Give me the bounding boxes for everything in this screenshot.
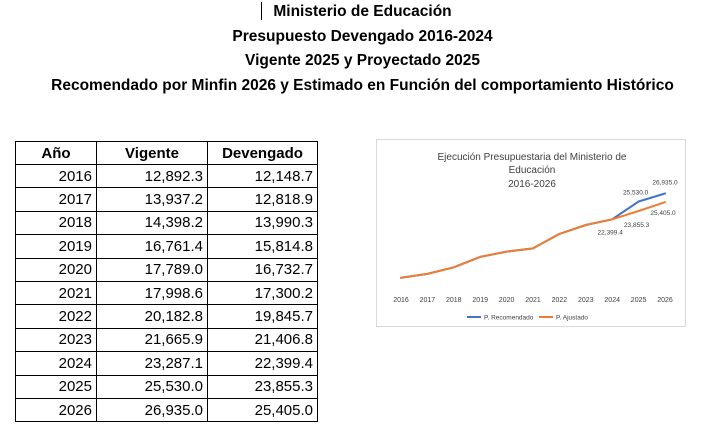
table-row: 2025 25,530.0 23,855.3	[15, 374, 318, 399]
table-header-row: Año Vigente Devengado	[15, 141, 318, 165]
chart-title-line: Educación	[509, 165, 556, 176]
cell-year: 2017	[15, 187, 97, 212]
x-tick-label: 2018	[446, 297, 462, 304]
cell-vigente: 23,287.1	[96, 351, 208, 376]
x-tick-label: 2022	[552, 297, 568, 304]
data-label: 22,399.4	[598, 229, 624, 236]
series-line-ajustado	[400, 201, 666, 279]
table-row: 2017 13,937.2 12,818.9	[15, 187, 318, 212]
cell-year: 2023	[15, 327, 97, 353]
table-row: 2016 12,892.3 12,148.7	[15, 163, 318, 189]
cell-vigente: 17,998.6	[96, 280, 208, 306]
cell-year: 2018	[15, 210, 97, 236]
column-header-vigente: Vigente	[96, 141, 208, 165]
chart-title-line: 2016-2026	[508, 179, 556, 190]
budget-line-chart: Ejecución Presupuestaria del Ministerio …	[393, 152, 678, 322]
x-tick-label: 2025	[631, 297, 647, 304]
x-tick-label: 2020	[499, 297, 515, 304]
cell-vigente: 26,935.0	[96, 397, 208, 423]
cell-vigente: 14,398.2	[96, 210, 208, 236]
cell-devengado: 15,814.8	[207, 234, 318, 259]
legend-label: P. Ajustado	[556, 315, 588, 322]
x-tick-label: 2017	[420, 297, 436, 304]
x-tick-label: 2016	[393, 297, 409, 304]
cell-devengado: 21,406.8	[207, 327, 318, 353]
chart-area: Ejecución Presupuestaria del Ministerio …	[376, 139, 686, 327]
x-tick-label: 2019	[472, 297, 488, 304]
cell-devengado: 19,845.7	[207, 304, 318, 329]
header-subtitle-recomendado: Recomendado por Minfin 2026 y Estimado e…	[51, 76, 674, 94]
cell-devengado: 17,300.2	[207, 280, 318, 306]
table-row: 2023 21,665.9 21,406.8	[15, 327, 318, 353]
cell-year: 2021	[15, 280, 97, 306]
cell-devengado: 16,732.7	[207, 257, 318, 282]
cell-devengado: 22,399.4	[207, 351, 318, 376]
legend-label: P. Recomendado	[484, 315, 534, 322]
x-tick-label: 2026	[657, 297, 673, 304]
cell-year: 2022	[15, 304, 97, 329]
header-subtitle-vigente: Vigente 2025 y Proyectado 2025	[245, 52, 480, 69]
table-row: 2022 20,182.8 19,845.7	[15, 304, 318, 329]
cell-vigente: 25,530.0	[96, 374, 208, 399]
cell-vigente: 20,182.8	[96, 304, 208, 329]
cell-vigente: 16,761.4	[96, 234, 208, 259]
x-tick-label: 2024	[604, 297, 620, 304]
table-row: 2026 26,935.0 25,405.0	[15, 397, 318, 423]
cell-vigente: 17,789.0	[96, 257, 208, 282]
budget-table: Año Vigente Devengado 2016 12,892.3 12,148…	[15, 141, 318, 423]
header-subtitle-devengado: Presupuesto Devengado 2016-2024	[232, 27, 493, 45]
cell-vigente: 21,665.9	[96, 327, 208, 353]
table-row: 2024 23,287.1 22,399.4	[15, 351, 318, 376]
cell-devengado: 23,855.3	[207, 374, 318, 399]
x-tick-label: 2021	[525, 297, 541, 304]
cell-vigente: 13,937.2	[96, 187, 208, 212]
chart-title-line: Ejecución Presupuestaria del Ministerio …	[438, 152, 627, 163]
x-tick-label: 2023	[578, 297, 594, 304]
series-line-recomendado	[400, 192, 666, 279]
data-label: 25,530.0	[623, 189, 649, 196]
cell-year: 2019	[15, 234, 97, 259]
column-header-devengado: Devengado	[207, 141, 318, 165]
cell-year: 2020	[15, 257, 97, 282]
data-label: 25,405.0	[650, 210, 676, 217]
page-header: Ministerio de Educación Presupuesto Deve…	[0, 0, 725, 98]
cell-vigente: 12,892.3	[96, 163, 208, 189]
table-row: 2018 14,398.2 13,990.3	[15, 210, 318, 236]
header-title: Ministerio de Educación	[273, 3, 452, 20]
cell-year: 2016	[15, 163, 97, 189]
cell-devengado: 25,405.0	[207, 397, 318, 423]
data-label: 26,935.0	[652, 179, 678, 186]
table-row: 2019 16,761.4 15,814.8	[15, 234, 318, 259]
cell-devengado: 13,990.3	[207, 210, 318, 236]
cell-devengado: 12,148.7	[207, 163, 318, 189]
cell-year: 2026	[15, 397, 97, 423]
cell-year: 2024	[15, 351, 97, 376]
cell-year: 2025	[15, 374, 97, 399]
text-cursor	[261, 2, 262, 20]
data-label: 23,855.3	[624, 222, 650, 229]
table-row: 2021 17,998.6 17,300.2	[15, 280, 318, 306]
column-header-year: Año	[15, 141, 97, 165]
table-row: 2020 17,789.0 16,732.7	[15, 257, 318, 282]
cell-devengado: 12,818.9	[207, 187, 318, 212]
